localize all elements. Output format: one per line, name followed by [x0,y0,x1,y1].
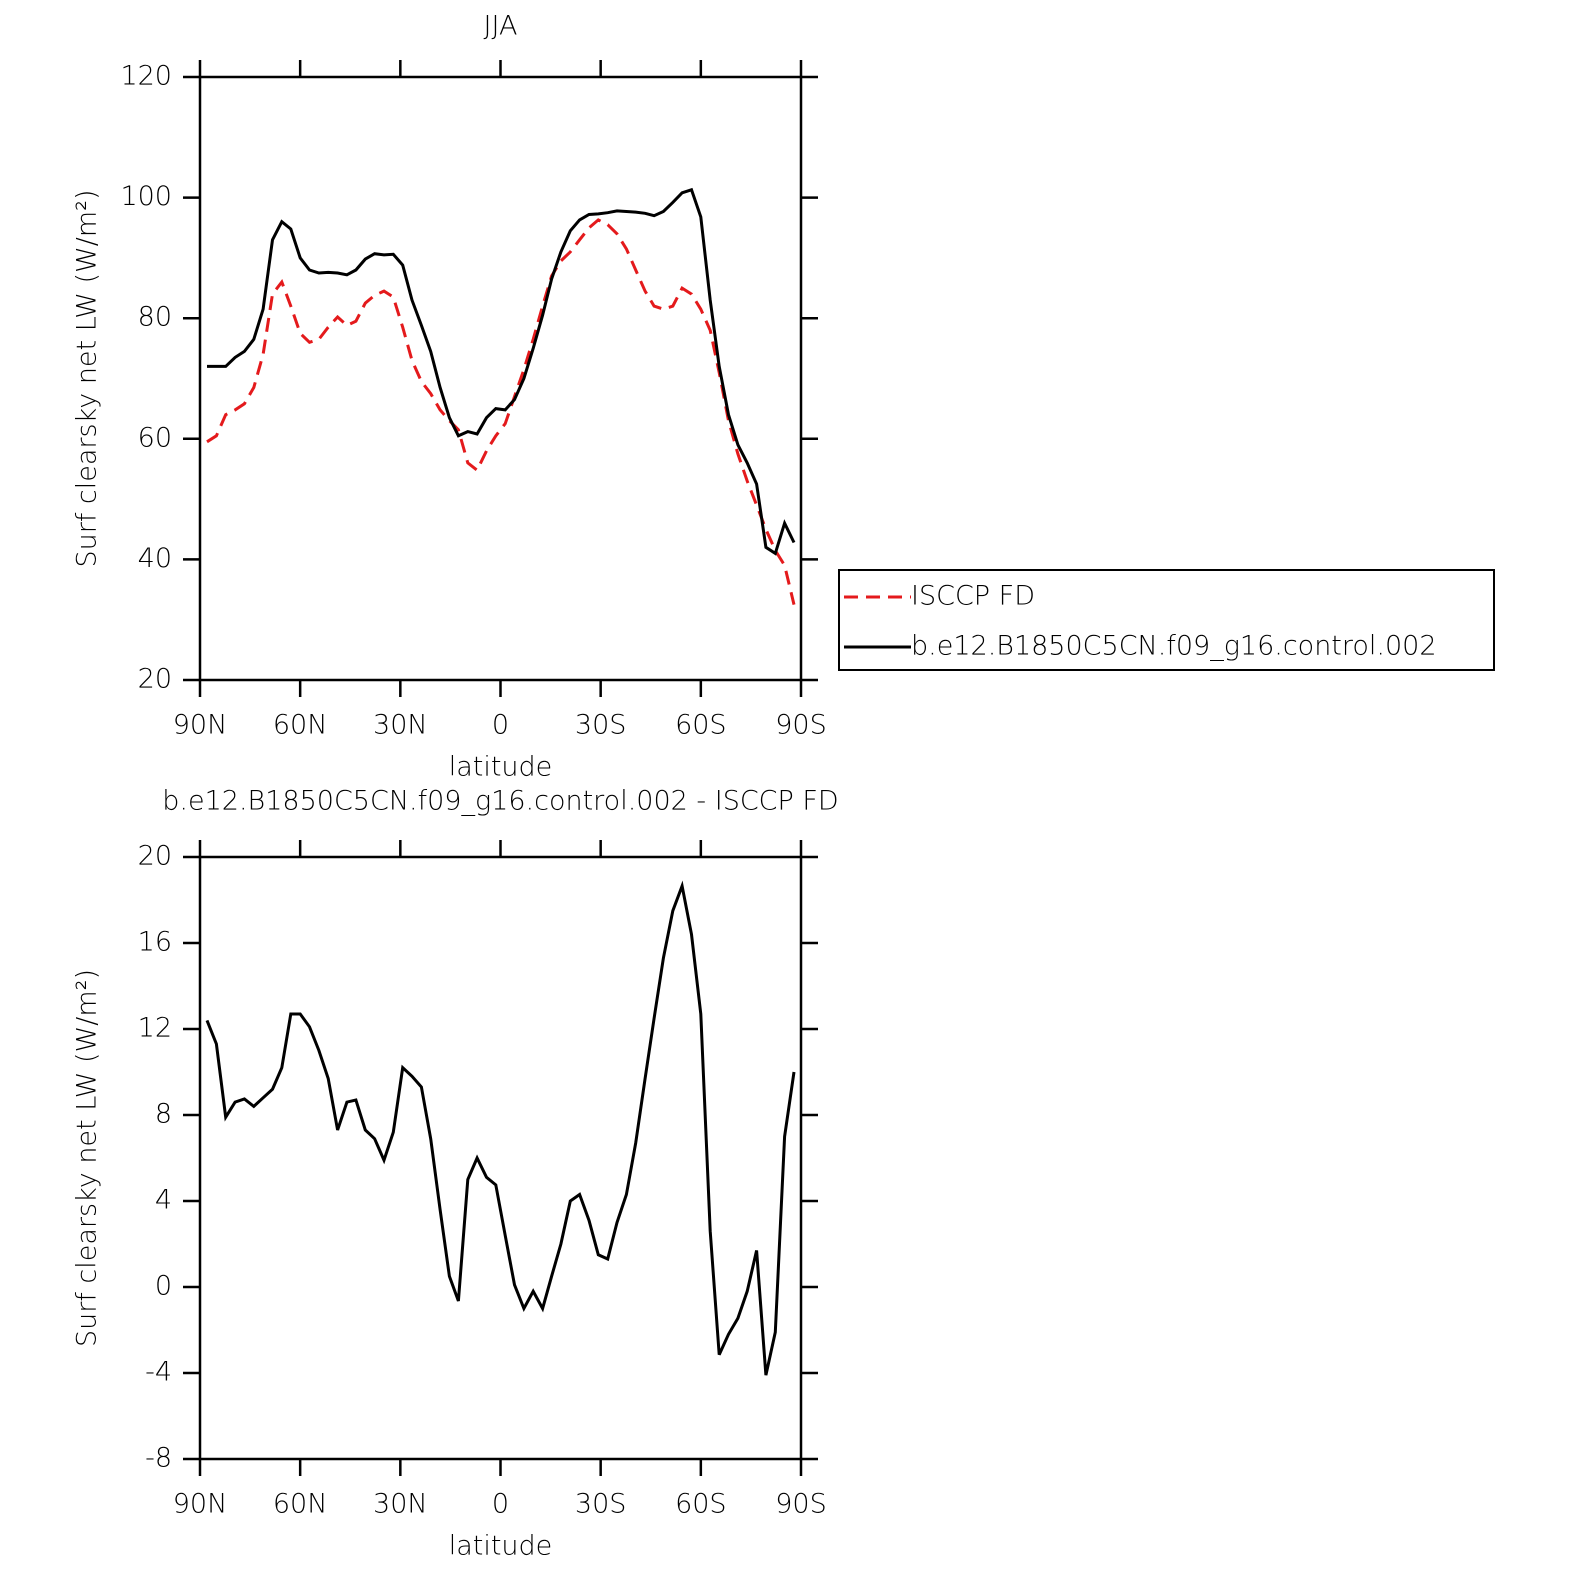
x-tick-label: 90N [173,1489,228,1520]
y-tick-label: 8 [155,1099,172,1130]
legend-label: b.e12.B1850C5CN.f09_g16.control.002 [911,631,1437,662]
x-tick-label: 90N [173,710,228,741]
x-tick-label: 0 [492,1489,509,1520]
x-axis-label: latitude [449,1531,553,1562]
x-tick-label: 30S [575,1489,627,1520]
chart-title: b.e12.B1850C5CN.f09_g16.control.002 - IS… [162,786,838,817]
x-axis-label: latitude [449,752,553,783]
y-tick-label: 20 [138,841,172,872]
y-tick-label: 0 [155,1271,172,1302]
x-tick-label: 60S [675,710,727,741]
y-axis-label: Surf clearsky net LW (W/m²) [72,969,103,1347]
plot-frame [198,855,803,1461]
y-tick-label: 120 [120,61,172,92]
y-tick-label: 12 [138,1013,172,1044]
x-tick-label: 30S [575,710,627,741]
y-tick-label: 40 [138,543,172,574]
legend: ISCCP FD b.e12.B1850C5CN.f09_g16.control.… [838,569,1495,671]
series-line [205,880,796,1376]
x-tick-label: 60S [675,1489,727,1520]
y-tick-label: 80 [138,302,172,333]
plot-frame [198,75,803,682]
x-tick-label: 0 [492,710,509,741]
y-tick-label: -4 [145,1357,172,1388]
chart-title: JJA [484,11,518,42]
y-axis-label: Surf clearsky net LW (W/m²) [72,189,103,567]
legend-label: ISCCP FD [911,581,1035,612]
x-tick-label: 90S [775,1489,827,1520]
y-tick-label: 16 [138,927,172,958]
y-tick-label: 100 [120,181,172,212]
x-tick-label: 30N [373,1489,428,1520]
series-line [207,187,796,556]
x-tick-label: 60N [273,710,328,741]
y-tick-label: 60 [138,422,172,453]
y-tick-label: 20 [138,664,172,695]
y-tick-label: 4 [155,1185,172,1216]
legend-box [838,569,1495,671]
series-line [206,218,796,605]
x-tick-label: 30N [373,710,428,741]
x-tick-label: 60N [273,1489,328,1520]
x-tick-label: 90S [775,710,827,741]
y-tick-label: -8 [145,1443,172,1474]
